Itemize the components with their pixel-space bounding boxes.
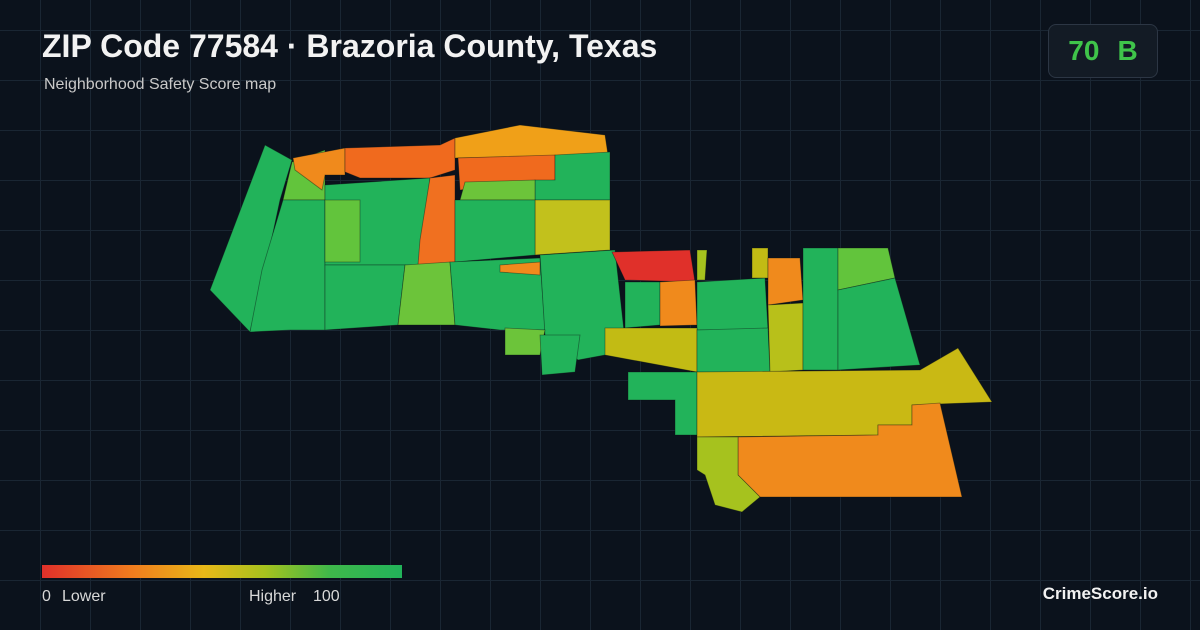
neighborhood — [604, 327, 698, 373]
score-grade: B — [1117, 35, 1138, 66]
neighborhood — [659, 279, 698, 327]
neighborhood — [459, 179, 536, 201]
neighborhood — [624, 281, 661, 329]
neighborhood — [397, 261, 456, 326]
subtitle: Neighborhood Safety Score map — [44, 76, 277, 93]
neighborhood — [611, 249, 696, 283]
neighborhood — [696, 249, 708, 281]
legend-min-label: Lower — [62, 588, 106, 605]
neighborhood — [499, 261, 541, 276]
title: ZIP Code 77584 · Brazoria County, Texas — [42, 28, 658, 64]
neighborhood — [751, 247, 769, 279]
neighborhood — [324, 199, 361, 263]
score-badge: 70 B — [1048, 24, 1158, 78]
legend-max-label: Higher — [249, 588, 297, 605]
legend-gradient — [42, 565, 402, 578]
neighborhood — [696, 277, 769, 331]
neighborhood — [837, 277, 921, 371]
neighborhood — [534, 199, 611, 256]
neighborhood — [324, 264, 406, 331]
neighborhood — [627, 371, 698, 436]
legend-max: 100 — [313, 588, 340, 605]
neighborhood — [767, 302, 804, 373]
neighborhood — [802, 247, 839, 371]
neighborhood — [454, 199, 536, 263]
neighborhoods — [209, 124, 993, 513]
brand: CrimeScore.io — [1042, 584, 1158, 603]
legend-min: 0 — [42, 588, 51, 605]
neighborhood — [696, 327, 771, 373]
neighborhood — [696, 436, 761, 513]
neighborhood — [344, 137, 456, 179]
neighborhood — [454, 124, 609, 159]
score-value: 70 — [1068, 35, 1100, 66]
neighborhood — [767, 257, 804, 306]
neighborhood — [539, 334, 581, 376]
neighborhood — [504, 327, 546, 356]
